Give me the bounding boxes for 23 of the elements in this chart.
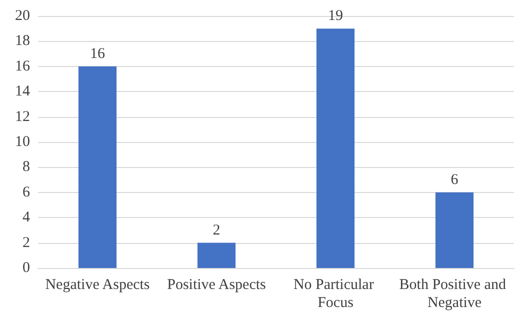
y-tick-label: 2 <box>22 234 30 251</box>
y-tick-label: 14 <box>15 84 30 100</box>
bar <box>197 242 236 268</box>
data-label: 16 <box>90 46 106 62</box>
bar <box>78 66 117 268</box>
x-tick-label: Both Positive and Negative <box>399 277 510 311</box>
y-tick-label: 4 <box>22 210 30 226</box>
y-tick-label: 20 <box>15 8 30 24</box>
bar <box>316 28 355 268</box>
y-tick-label: 16 <box>15 58 30 74</box>
y-tick-label: 8 <box>22 159 30 176</box>
y-tick-label: 18 <box>15 33 30 50</box>
data-label: 6 <box>450 172 459 188</box>
bar <box>435 192 474 268</box>
x-tick-label: Negative Aspects <box>45 277 150 293</box>
y-tick-label: 10 <box>15 134 30 150</box>
y-tick-label: 6 <box>22 184 30 200</box>
y-tick-label: 0 <box>22 260 30 276</box>
data-label: 19 <box>328 8 343 24</box>
y-tick-label: 12 <box>15 108 30 125</box>
data-label: 2 <box>212 222 220 238</box>
x-tick-label: No Particular Focus <box>293 277 378 311</box>
x-tick-label: Positive Aspects <box>167 277 266 293</box>
